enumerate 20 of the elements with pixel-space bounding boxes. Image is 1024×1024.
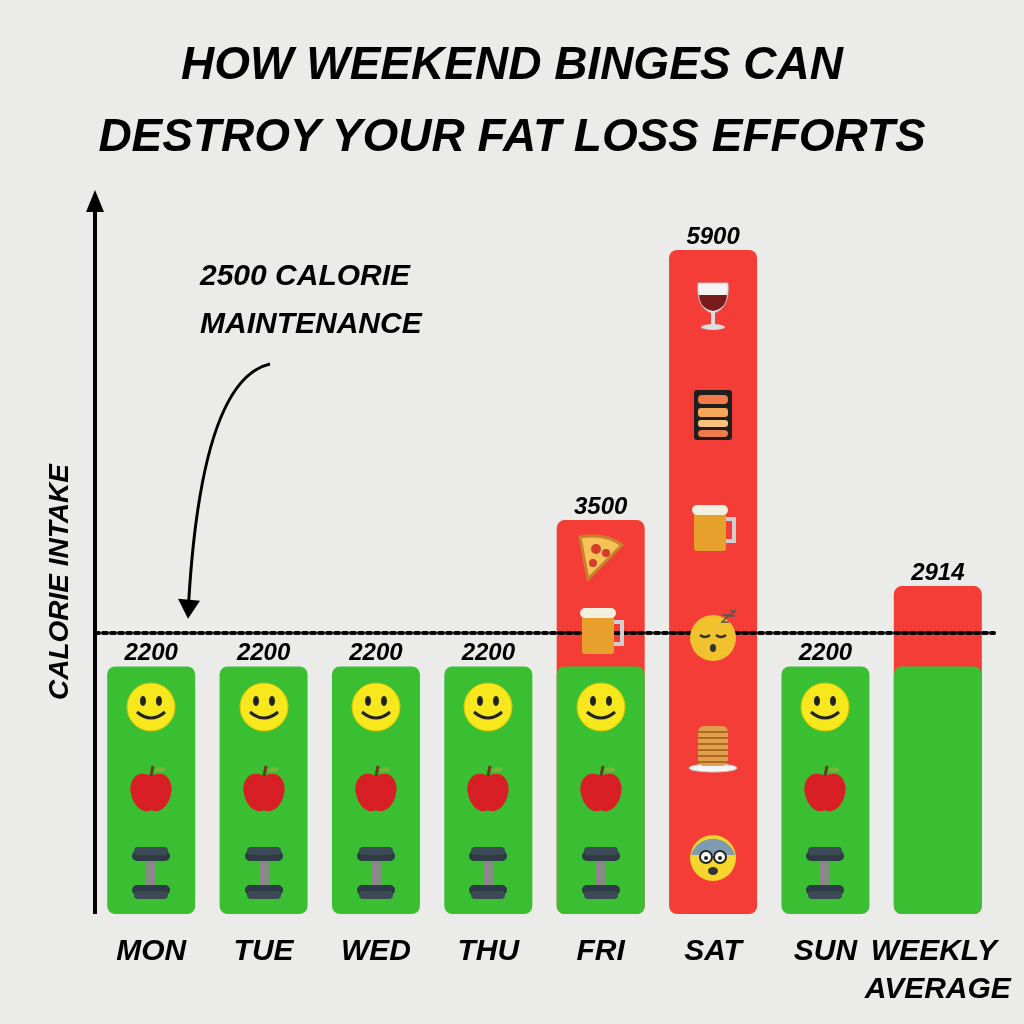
x-tick-label: FRI <box>576 932 626 966</box>
x-tick-label: WEEKLY AVERAGE <box>863 932 1012 1004</box>
data-label: 2200 <box>123 637 179 665</box>
x-tick-label: SAT <box>684 932 745 966</box>
x-tick-label: WED <box>340 932 411 966</box>
y-axis-title: CALORIE INTAKE <box>42 462 74 700</box>
data-label: 2200 <box>797 637 853 665</box>
data-label: 3500 <box>573 491 629 519</box>
x-tick-label: THU <box>457 932 521 966</box>
data-label: 2200 <box>460 637 516 665</box>
bar <box>893 666 982 914</box>
data-label: 2914 <box>910 557 965 585</box>
data-label: 2200 <box>348 637 404 665</box>
x-tick-label: TUE <box>233 932 295 966</box>
x-tick-label: MON <box>116 932 188 966</box>
data-label: 2200 <box>235 637 291 665</box>
data-label: 5900 <box>686 221 741 249</box>
x-tick-label: SUN <box>793 932 859 966</box>
chart-title: HOW WEEKEND BINGES CAN DESTROY YOUR FAT LOSS EFFORTS <box>98 37 926 161</box>
ref-line-label: 2500 CALORIE MAINTENANCE <box>199 257 423 339</box>
